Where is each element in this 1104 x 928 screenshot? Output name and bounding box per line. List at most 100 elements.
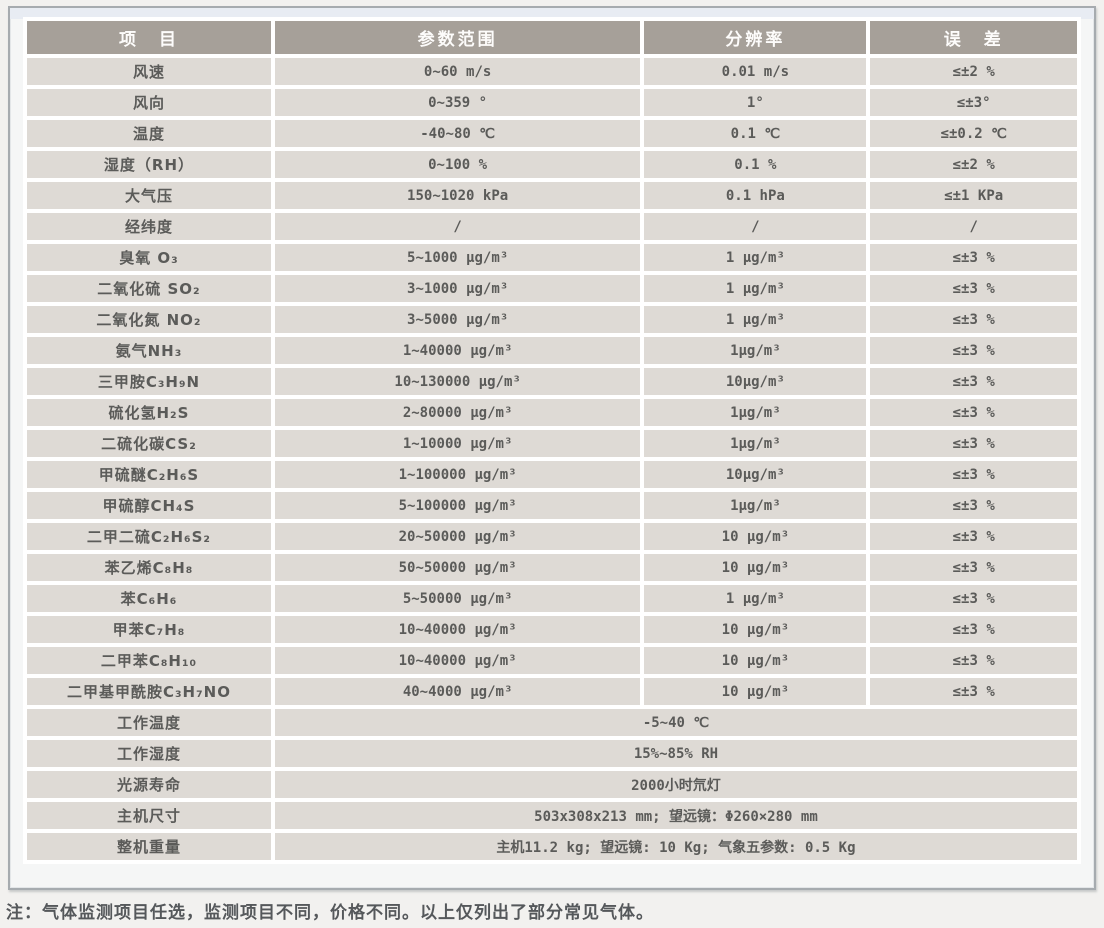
column-header: 误 差	[870, 21, 1077, 54]
item-cell: 二甲基甲酰胺C₃H₇NO	[27, 678, 271, 705]
table-row: 甲硫醇CH₄S 5~100000 μg/m³ 1μg/m³ ≤±3 %	[27, 492, 1077, 519]
range-cell: 0~359 °	[274, 89, 641, 116]
item-cell: 二氧化氮 NO₂	[27, 306, 271, 333]
error-cell: ≤±3 %	[870, 647, 1077, 674]
table-header: 项 目参数范围 分辨率误 差	[27, 21, 1077, 54]
resolution-cell: 1μg/m³	[644, 492, 867, 519]
table-frame: 项 目参数范围 分辨率误 差 风速 0~60 m/s 0.01 m/s ≤±2 % 风向 0…	[8, 6, 1096, 890]
column-header: 分辨率	[644, 21, 867, 54]
error-cell: ≤±3 %	[870, 306, 1077, 333]
spec-value-cell: -5~40 ℃	[274, 709, 1077, 736]
range-cell: /	[274, 213, 641, 240]
error-cell: ≤±0.2 ℃	[870, 120, 1077, 147]
range-cell: 10~130000 μg/m³	[274, 368, 641, 395]
table-row: 硫化氢H₂S 2~80000 μg/m³ 1μg/m³ ≤±3 %	[27, 399, 1077, 426]
resolution-cell: 1 μg/m³	[644, 306, 867, 333]
range-cell: 0~100 %	[274, 151, 641, 178]
error-cell: ≤±3 %	[870, 275, 1077, 302]
range-cell: 1~100000 μg/m³	[274, 461, 641, 488]
resolution-cell: 1μg/m³	[644, 399, 867, 426]
table-row: 风速 0~60 m/s 0.01 m/s ≤±2 %	[27, 58, 1077, 85]
table-row: 臭氧 O₃ 5~1000 μg/m³ 1 μg/m³ ≤±3 %	[27, 244, 1077, 271]
range-cell: 10~40000 μg/m³	[274, 616, 641, 643]
table-row: 二氧化氮 NO₂ 3~5000 μg/m³ 1 μg/m³ ≤±3 %	[27, 306, 1077, 333]
table-row: 二硫化碳CS₂ 1~10000 μg/m³ 1μg/m³ ≤±3 %	[27, 430, 1077, 457]
table-row: 氨气NH₃ 1~40000 μg/m³ 1μg/m³ ≤±3 %	[27, 337, 1077, 364]
range-cell: 3~1000 μg/m³	[274, 275, 641, 302]
range-cell: 5~50000 μg/m³	[274, 585, 641, 612]
item-cell: 风速	[27, 58, 271, 85]
item-cell: 工作温度	[27, 709, 271, 736]
item-cell: 甲苯C₇H₈	[27, 616, 271, 643]
table-row: 二氧化硫 SO₂ 3~1000 μg/m³ 1 μg/m³ ≤±3 %	[27, 275, 1077, 302]
error-cell: ≤±3 %	[870, 554, 1077, 581]
item-cell: 氨气NH₃	[27, 337, 271, 364]
table-row: 风向 0~359 ° 1° ≤±3°	[27, 89, 1077, 116]
resolution-cell: /	[644, 213, 867, 240]
resolution-cell: 0.1 ℃	[644, 120, 867, 147]
error-cell: ≤±3 %	[870, 492, 1077, 519]
item-cell: 温度	[27, 120, 271, 147]
item-cell: 主机尺寸	[27, 802, 271, 829]
resolution-cell: 1 μg/m³	[644, 585, 867, 612]
resolution-cell: 10 μg/m³	[644, 678, 867, 705]
resolution-cell: 1°	[644, 89, 867, 116]
resolution-cell: 1 μg/m³	[644, 244, 867, 271]
table-row: 温度 -40~80 ℃ 0.1 ℃ ≤±0.2 ℃	[27, 120, 1077, 147]
table-row: 大气压 150~1020 kPa 0.1 hPa ≤±1 KPa	[27, 182, 1077, 209]
item-cell: 二甲苯C₈H₁₀	[27, 647, 271, 674]
range-cell: 40~4000 μg/m³	[274, 678, 641, 705]
spec-value-cell: 15%~85% RH	[274, 740, 1077, 767]
footnote: 注：气体监测项目任选，监测项目不同，价格不同。以上仅列出了部分常见气体。	[6, 903, 654, 923]
spec-value-cell: 主机11.2 kg; 望远镜: 10 Kg; 气象五参数: 0.5 Kg	[274, 833, 1077, 860]
table-row: 二甲基甲酰胺C₃H₇NO 40~4000 μg/m³ 10 μg/m³ ≤±3 %	[27, 678, 1077, 705]
range-cell: 3~5000 μg/m³	[274, 306, 641, 333]
item-cell: 风向	[27, 89, 271, 116]
error-cell: ≤±3 %	[870, 430, 1077, 457]
error-cell: ≤±3 %	[870, 678, 1077, 705]
range-cell: 1~40000 μg/m³	[274, 337, 641, 364]
resolution-cell: 10 μg/m³	[644, 554, 867, 581]
spec-table: 项 目参数范围 分辨率误 差 风速 0~60 m/s 0.01 m/s ≤±2 % 风向 0…	[23, 17, 1081, 864]
range-cell: 150~1020 kPa	[274, 182, 641, 209]
table-row: 二甲苯C₈H₁₀ 10~40000 μg/m³ 10 μg/m³ ≤±3 %	[27, 647, 1077, 674]
table-row: 经纬度 / / /	[27, 213, 1077, 240]
spec-value-cell: 503x308x213 mm; 望远镜：Φ260×280 mm	[274, 802, 1077, 829]
range-cell: -40~80 ℃	[274, 120, 641, 147]
resolution-cell: 10 μg/m³	[644, 647, 867, 674]
error-cell: ≤±3 %	[870, 337, 1077, 364]
item-cell: 湿度（RH）	[27, 151, 271, 178]
error-cell: ≤±3 %	[870, 368, 1077, 395]
error-cell: ≤±1 KPa	[870, 182, 1077, 209]
item-cell: 工作湿度	[27, 740, 271, 767]
table-row-merged: 工作温度 -5~40 ℃	[27, 709, 1077, 736]
resolution-cell: 1μg/m³	[644, 337, 867, 364]
frame-top-band	[10, 8, 1094, 19]
resolution-cell: 1 μg/m³	[644, 275, 867, 302]
range-cell: 50~50000 μg/m³	[274, 554, 641, 581]
column-header: 项 目	[27, 21, 271, 54]
resolution-cell: 0.1 %	[644, 151, 867, 178]
table-row: 苯C₆H₆ 5~50000 μg/m³ 1 μg/m³ ≤±3 %	[27, 585, 1077, 612]
item-cell: 经纬度	[27, 213, 271, 240]
error-cell: ≤±3°	[870, 89, 1077, 116]
item-cell: 甲硫醇CH₄S	[27, 492, 271, 519]
column-header: 参数范围	[274, 21, 641, 54]
item-cell: 苯C₆H₆	[27, 585, 271, 612]
table-row-merged: 主机尺寸 503x308x213 mm; 望远镜：Φ260×280 mm	[27, 802, 1077, 829]
range-cell: 2~80000 μg/m³	[274, 399, 641, 426]
error-cell: ≤±2 %	[870, 58, 1077, 85]
table-row: 甲苯C₇H₈ 10~40000 μg/m³ 10 μg/m³ ≤±3 %	[27, 616, 1077, 643]
table-row: 三甲胺C₃H₉N 10~130000 μg/m³ 10μg/m³ ≤±3 %	[27, 368, 1077, 395]
table-row: 湿度（RH） 0~100 % 0.1 % ≤±2 %	[27, 151, 1077, 178]
range-cell: 20~50000 μg/m³	[274, 523, 641, 550]
header-row: 项 目参数范围 分辨率误 差	[27, 21, 1077, 54]
range-cell: 5~100000 μg/m³	[274, 492, 641, 519]
table-row-merged: 整机重量 主机11.2 kg; 望远镜: 10 Kg; 气象五参数: 0.5 Kg	[27, 833, 1077, 860]
spec-value-cell: 2000小时氘灯	[274, 771, 1077, 798]
item-cell: 硫化氢H₂S	[27, 399, 271, 426]
resolution-cell: 1μg/m³	[644, 430, 867, 457]
range-cell: 0~60 m/s	[274, 58, 641, 85]
item-cell: 大气压	[27, 182, 271, 209]
range-cell: 5~1000 μg/m³	[274, 244, 641, 271]
